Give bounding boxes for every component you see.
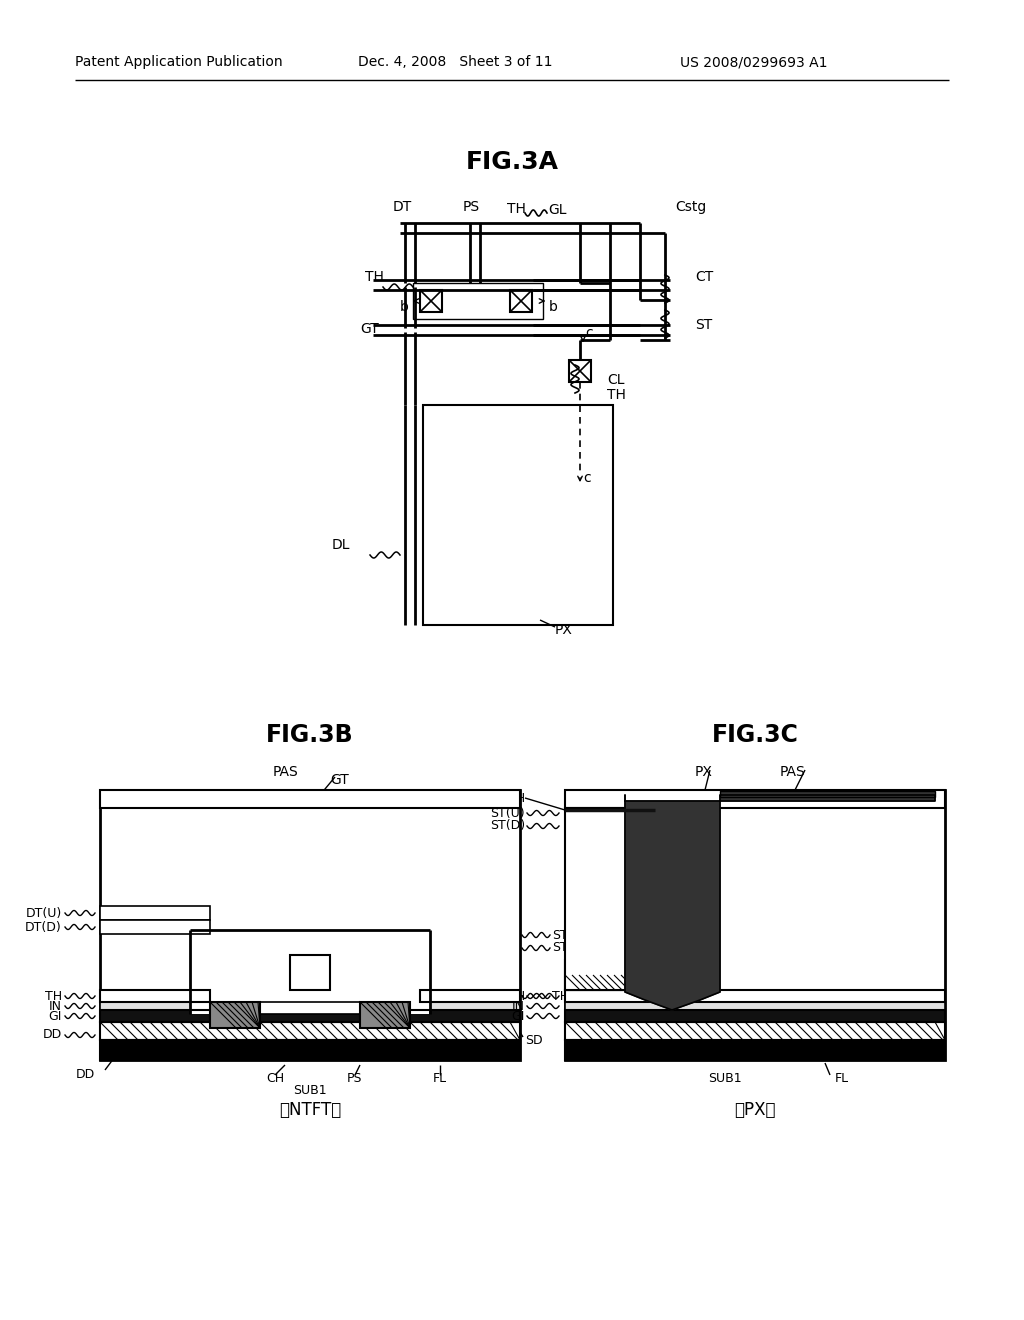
Text: SD: SD: [525, 1034, 543, 1047]
Text: Patent Application Publication: Patent Application Publication: [75, 55, 283, 69]
Bar: [565, 1010, 945, 1022]
Text: DT(U): DT(U): [26, 907, 62, 920]
Text: b: b: [400, 300, 409, 314]
Text: TH: TH: [607, 388, 626, 403]
Text: FIG.3A: FIG.3A: [466, 150, 558, 174]
Text: DD: DD: [76, 1068, 95, 1081]
Text: ST(U): ST(U): [552, 928, 587, 941]
Bar: [565, 975, 665, 987]
Text: TH: TH: [508, 792, 525, 804]
Text: 〈PX〉: 〈PX〉: [734, 1101, 776, 1119]
Text: TH: TH: [507, 202, 526, 216]
Bar: [720, 791, 935, 797]
Text: FL: FL: [433, 1072, 447, 1085]
Bar: [290, 954, 330, 990]
Bar: [100, 1040, 520, 1060]
Text: CH: CH: [266, 1072, 284, 1085]
Text: SUB1: SUB1: [293, 1084, 327, 1097]
Bar: [420, 990, 520, 1002]
Bar: [413, 282, 543, 319]
Bar: [565, 1002, 945, 1010]
Bar: [565, 808, 655, 990]
Bar: [100, 1022, 520, 1040]
Bar: [565, 1022, 945, 1040]
Bar: [100, 990, 210, 1002]
Bar: [510, 290, 532, 312]
Text: CT: CT: [695, 271, 714, 284]
Text: 〈NTFT〉: 〈NTFT〉: [279, 1101, 341, 1119]
Text: ST(D): ST(D): [489, 820, 525, 833]
Text: GL: GL: [548, 203, 566, 216]
Text: PAS: PAS: [780, 766, 806, 779]
Text: ST(D): ST(D): [552, 941, 587, 954]
Text: b: b: [549, 300, 558, 314]
Text: GI: GI: [48, 1010, 62, 1023]
Text: PX: PX: [555, 623, 572, 638]
Text: GT: GT: [360, 322, 379, 337]
Text: DT: DT: [393, 201, 413, 214]
Bar: [360, 1002, 410, 1028]
Bar: [260, 1002, 360, 1014]
Bar: [720, 791, 935, 797]
Polygon shape: [625, 795, 935, 1010]
Text: FIG.3C: FIG.3C: [712, 723, 799, 747]
Text: PS: PS: [347, 1072, 362, 1085]
Text: Cstg: Cstg: [675, 201, 707, 214]
Text: TH: TH: [508, 990, 525, 1002]
Text: PX: PX: [695, 766, 713, 779]
Bar: [100, 1010, 520, 1022]
Bar: [423, 405, 613, 624]
Bar: [569, 360, 591, 381]
Text: FL: FL: [835, 1072, 849, 1085]
Bar: [100, 789, 520, 1060]
Bar: [100, 789, 520, 808]
Text: Dec. 4, 2008   Sheet 3 of 11: Dec. 4, 2008 Sheet 3 of 11: [358, 55, 553, 69]
Bar: [420, 290, 442, 312]
Bar: [210, 1002, 260, 1028]
Text: IN: IN: [49, 999, 62, 1012]
Bar: [565, 1040, 945, 1060]
Text: ST: ST: [695, 318, 713, 333]
Text: c: c: [583, 471, 591, 484]
Text: PS: PS: [463, 201, 480, 214]
Text: DD: DD: [43, 1028, 62, 1041]
Text: TH: TH: [45, 990, 62, 1002]
Bar: [191, 931, 429, 1014]
Text: DL: DL: [332, 539, 350, 552]
Bar: [100, 1010, 520, 1022]
Text: c: c: [585, 326, 593, 341]
Text: FIG.3B: FIG.3B: [266, 723, 354, 747]
Text: ST(U): ST(U): [490, 807, 525, 820]
Text: SUB1: SUB1: [709, 1072, 741, 1085]
Bar: [100, 1002, 520, 1010]
Text: GI: GI: [512, 1010, 525, 1023]
Bar: [565, 960, 665, 990]
Text: DT(D): DT(D): [26, 920, 62, 933]
Bar: [565, 789, 945, 808]
Text: TH: TH: [365, 271, 384, 284]
Bar: [210, 1002, 260, 1028]
Text: CL: CL: [607, 374, 625, 387]
Bar: [565, 990, 945, 1002]
Text: GT: GT: [331, 774, 349, 787]
Text: TH: TH: [552, 990, 569, 1002]
Text: US 2008/0299693 A1: US 2008/0299693 A1: [680, 55, 827, 69]
Bar: [100, 920, 210, 935]
Text: PAS: PAS: [272, 766, 298, 779]
Text: IN: IN: [512, 999, 525, 1012]
Bar: [100, 1040, 520, 1060]
Bar: [565, 1010, 945, 1022]
Bar: [565, 1040, 945, 1060]
Bar: [565, 789, 945, 1060]
Bar: [100, 906, 210, 920]
Bar: [360, 1002, 410, 1028]
